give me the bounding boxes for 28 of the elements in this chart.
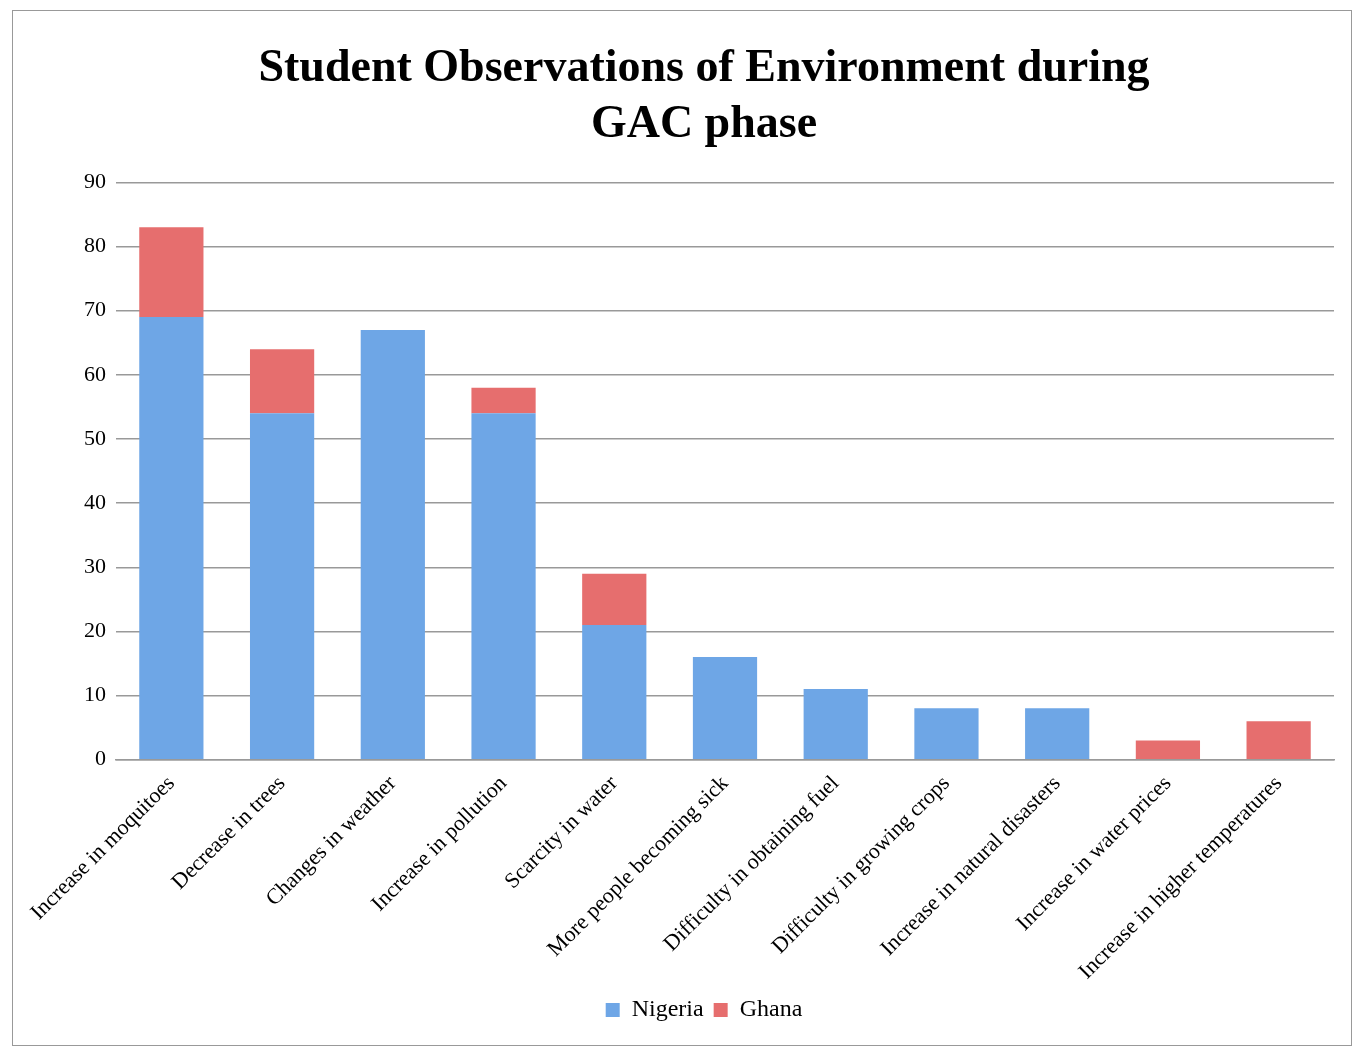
- y-tick-label: 60: [84, 360, 106, 386]
- bar: [582, 573, 647, 625]
- bar: [139, 317, 204, 759]
- bar: [914, 708, 979, 759]
- bar: [1025, 708, 1090, 759]
- bar: [471, 387, 536, 414]
- y-tick-label: 80: [84, 232, 106, 258]
- y-tick-label: 40: [84, 488, 106, 514]
- legend-label: Nigeria: [631, 995, 705, 1022]
- bar: [360, 329, 425, 759]
- y-tick-label: 70: [84, 296, 106, 322]
- bar: [1135, 740, 1201, 759]
- y-tick-label: 10: [84, 681, 106, 707]
- y-tick-label: 50: [84, 424, 106, 450]
- bar: [582, 624, 647, 759]
- bar: [139, 227, 204, 318]
- chart-title: Student Observations of Environment during GAC phase: [258, 40, 1150, 147]
- legend-label: Ghana: [739, 995, 803, 1022]
- bar: [692, 657, 758, 759]
- y-tick-label: 20: [84, 617, 106, 643]
- y-tick-label: 0: [95, 745, 106, 771]
- bar: [249, 349, 315, 414]
- bar: [803, 689, 868, 759]
- bar: [471, 413, 536, 759]
- bar: [249, 413, 315, 759]
- bar: [1246, 721, 1311, 759]
- y-tick-label: 30: [84, 553, 106, 579]
- y-tick-label: 90: [84, 168, 106, 194]
